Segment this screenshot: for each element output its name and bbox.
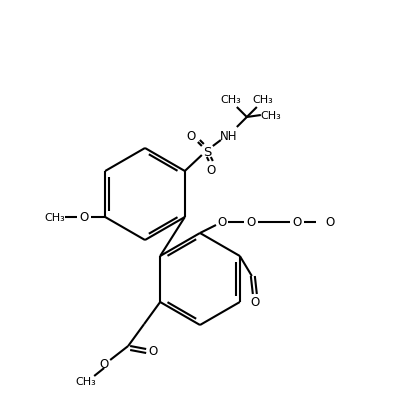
Text: O: O [149, 345, 158, 358]
Text: NH: NH [220, 129, 238, 142]
Text: S: S [203, 145, 211, 158]
Text: O: O [250, 295, 260, 308]
Text: O: O [325, 216, 335, 229]
Text: O: O [186, 129, 195, 142]
Text: CH₃: CH₃ [45, 213, 65, 222]
Text: O: O [100, 358, 109, 371]
Text: O: O [80, 211, 89, 224]
Text: CH₃: CH₃ [221, 95, 241, 105]
Text: O: O [292, 216, 302, 229]
Text: CH₃: CH₃ [76, 376, 97, 386]
Text: O: O [206, 163, 216, 176]
Text: O: O [246, 216, 256, 229]
Text: CH₃: CH₃ [253, 95, 273, 105]
Text: CH₃: CH₃ [260, 111, 281, 121]
Text: O: O [217, 216, 227, 229]
